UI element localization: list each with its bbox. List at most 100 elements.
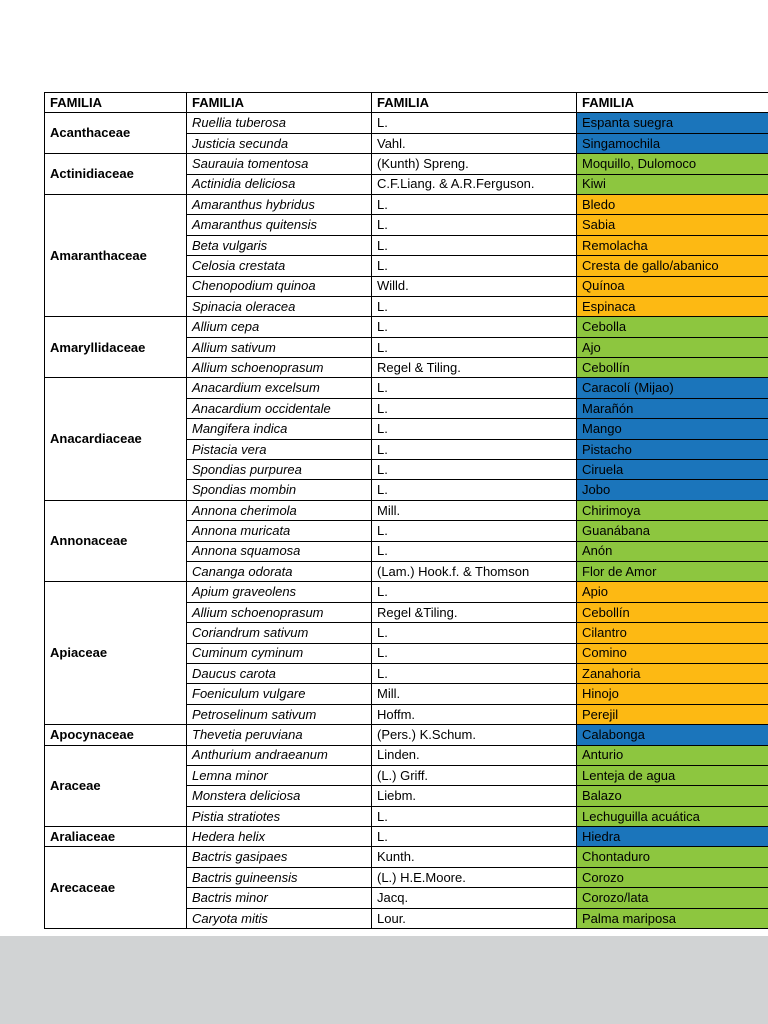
author-cell: L. (371, 112, 577, 134)
author-cell: Jacq. (371, 887, 577, 909)
common-name-cell: Chirimoya (576, 499, 768, 522)
header-row: FAMILIA FAMILIA FAMILIA FAMILIA (44, 91, 768, 114)
author-cell: L. (371, 255, 577, 277)
family-name-cell: Anacardiaceae (44, 377, 187, 501)
author-cell: L. (371, 438, 577, 461)
species-cell: Allium schoenoprasum (186, 357, 372, 379)
common-name-cell: Apio (576, 581, 768, 603)
author-cell: L. (371, 805, 577, 828)
table-row: Allium sativum L. Ajo (45, 336, 768, 359)
author-cell: L. (371, 193, 577, 216)
author-cell: L. (371, 642, 577, 664)
common-name-cell: Balazo (576, 785, 768, 807)
author-cell: Linden. (371, 744, 577, 766)
common-name-cell: Cebollín (576, 357, 768, 379)
table-body: Acanthaceae Ruellia tuberosa L. Espanta sue… (44, 112, 768, 930)
author-cell: Kunth. (371, 846, 577, 868)
species-cell: Anthurium andraeanum (186, 744, 372, 766)
common-name-cell: Moquillo, Dulomoco (576, 153, 768, 175)
species-cell: Apium graveolens (186, 581, 372, 603)
common-name-cell: Corozo (576, 866, 768, 889)
table-row: Arecaceae Bactris gasipaes Kunth. Chontadur… (44, 846, 768, 930)
table-row: Araliaceae Hedera helix L. Hiedra (44, 826, 768, 848)
family-name-cell: Amaranthaceae (44, 193, 187, 318)
species-cell: Lemna minor (186, 764, 372, 787)
author-cell: L. (371, 336, 577, 359)
common-name-cell: Calabonga (576, 724, 768, 746)
author-cell: Hoffm. (371, 703, 577, 726)
species-cell: Pistia stratiotes (186, 805, 372, 828)
viewer-background (0, 936, 768, 1024)
table-row: Annona squamosa L. Anón (45, 540, 768, 562)
common-name-cell: Guanábana (576, 520, 768, 542)
species-cell: Coriandrum sativum (186, 622, 372, 644)
table-row: Cuminum cyminum L. Comino (45, 642, 768, 664)
species-cell: Chenopodium quinoa (186, 275, 372, 297)
author-cell: L. (371, 234, 577, 257)
common-name-cell: Lechuguilla acuática (576, 805, 768, 828)
common-name-cell: Kiwi (576, 173, 768, 195)
author-cell: L. (371, 397, 577, 420)
common-name-cell: Ajo (576, 336, 768, 359)
table-row: Araceae Anthurium andraeanum Linden. Anturi… (44, 744, 768, 828)
table-row: Allium schoenoprasum Regel & Tiling. Cebol… (45, 357, 768, 379)
author-cell: L. (371, 826, 577, 848)
table-row: Amaranthus quitensis L. Sabia (45, 214, 768, 236)
family-name-cell: Araceae (44, 744, 187, 828)
common-name-cell: Cilantro (576, 622, 768, 644)
author-cell: Liebm. (371, 785, 577, 807)
common-name-cell: Jobo (576, 479, 768, 501)
common-name-cell: Comino (576, 642, 768, 664)
species-cell: Justicia secunda (186, 132, 372, 155)
author-cell: (Lam.) Hook.f. & Thomson (371, 560, 577, 583)
table-row: Apocynaceae Thevetia peruviana (Pers.) K.S… (44, 724, 768, 746)
author-cell: Lour. (371, 907, 577, 930)
author-cell: (L.) Griff. (371, 764, 577, 787)
common-name-cell: Corozo/lata (576, 887, 768, 909)
table-row: Bactris guineensis (L.) H.E.Moore. Corozo (45, 866, 768, 889)
family-name-cell: Arecaceae (44, 846, 187, 930)
common-name-cell: Espanta suegra (576, 112, 768, 134)
author-cell: C.F.Liang. & A.R.Ferguson. (371, 173, 577, 195)
species-cell: Saurauia tomentosa (186, 153, 372, 175)
species-cell: Beta vulgaris (186, 234, 372, 257)
species-cell: Caryota mitis (186, 907, 372, 930)
author-cell: L. (371, 540, 577, 562)
species-cell: Daucus carota (186, 662, 372, 685)
common-name-cell: Perejil (576, 703, 768, 726)
species-cell: Pistacia vera (186, 438, 372, 461)
author-cell: Regel & Tiling. (371, 357, 577, 379)
table-row: Allium schoenoprasum Regel &Tiling. Ceboll… (45, 601, 768, 624)
species-cell: Allium schoenoprasum (186, 601, 372, 624)
author-cell: L. (371, 581, 577, 603)
author-cell: L. (371, 622, 577, 644)
species-cell: Allium sativum (186, 336, 372, 359)
species-cell: Amaranthus hybridus (186, 193, 372, 216)
common-name-cell: Remolacha (576, 234, 768, 257)
author-cell: L. (371, 377, 577, 399)
common-name-cell: Ciruela (576, 459, 768, 481)
table-row: Petroselinum sativum Hoffm. Perejil (45, 703, 768, 726)
author-cell: Mill. (371, 683, 577, 705)
table-row: Actinidiaceae Saurauia tomentosa (Kunth) S… (44, 153, 768, 195)
species-cell: Anacardium occidentale (186, 397, 372, 420)
common-name-cell: Marañón (576, 397, 768, 420)
species-cell: Ruellia tuberosa (186, 112, 372, 134)
species-cell: Hedera helix (186, 826, 372, 848)
common-name-cell: Hinojo (576, 683, 768, 705)
author-cell: L. (371, 214, 577, 236)
table-row: Spondias mombin L. Jobo (45, 479, 768, 501)
common-name-cell: Quínoa (576, 275, 768, 297)
family-name-cell: Apocynaceae (44, 724, 187, 746)
family-name-cell: Araliaceae (44, 826, 187, 848)
table-row: Spondias purpurea L. Ciruela (45, 459, 768, 481)
table-row: Acanthaceae Ruellia tuberosa L. Espanta sue… (44, 112, 768, 155)
common-name-cell: Caracolí (Mijao) (576, 377, 768, 399)
species-cell: Thevetia peruviana (186, 724, 372, 746)
species-cell: Bactris guineensis (186, 866, 372, 889)
table-header: FAMILIA FAMILIA FAMILIA FAMILIA (44, 91, 768, 114)
species-cell: Bactris minor (186, 887, 372, 909)
familia-table: FAMILIA FAMILIA FAMILIA FAMILIA Acanthaceae… (44, 91, 768, 930)
species-cell: Amaranthus quitensis (186, 214, 372, 236)
family-name-cell: Actinidiaceae (44, 153, 187, 195)
